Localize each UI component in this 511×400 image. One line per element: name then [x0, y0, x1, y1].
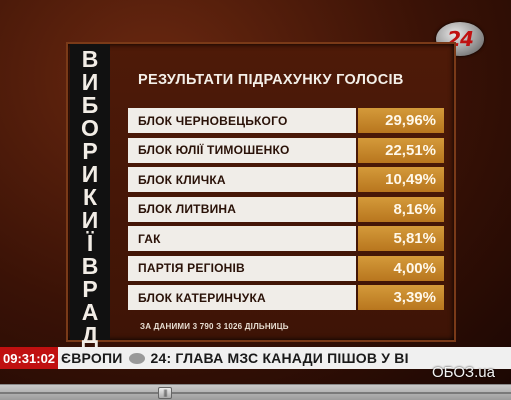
vertical-letter: В	[81, 46, 99, 72]
ticker-text: ЄВРОПИ 24: ГЛАВА МЗС КАНАДИ ПІШОВ У ВІ	[58, 350, 409, 366]
table-row: БЛОК ЧЕРНОВЕЦЬКОГО 29,96%	[128, 108, 444, 133]
video-player-seekbar[interactable]: |||	[0, 384, 511, 400]
ticker-text-before: ЄВРОПИ	[61, 350, 123, 366]
vertical-title: В И Б О Р И К И Ї В Р А Д И	[70, 44, 110, 370]
vertical-letter: И	[81, 207, 99, 233]
party-percent: 10,49%	[358, 167, 444, 192]
results-table: БЛОК ЧЕРНОВЕЦЬКОГО 29,96% БЛОК ЮЛІЇ ТИМО…	[128, 108, 444, 315]
seek-track[interactable]	[0, 392, 511, 394]
table-row: ПАРТІЯ РЕГІОНІВ 4,00%	[128, 255, 444, 281]
vertical-letter: Р	[82, 276, 98, 302]
vertical-letter: Ї	[86, 230, 94, 256]
party-name: ГАК	[128, 226, 356, 251]
vertical-letter: Р	[82, 138, 98, 164]
vertical-letter: А	[81, 299, 99, 325]
results-heading: РЕЗУЛЬТАТИ ПІДРАХУНКУ ГОЛОСІВ	[138, 72, 404, 88]
vertical-letter: В	[81, 253, 99, 279]
results-footnote: ЗА ДАНИМИ 3 790 З 1026 ДІЛЬНИЦЬ	[140, 322, 289, 331]
vertical-letter: Д	[81, 322, 99, 348]
table-row: ГАК 5,81%	[128, 226, 444, 251]
party-name: БЛОК ЧЕРНОВЕЦЬКОГО	[128, 108, 356, 133]
video-frame: 24 В И Б О Р И К И Ї В Р А Д И РЕЗУЛЬТАТ…	[0, 0, 511, 384]
party-name: БЛОК КЛИЧКА	[128, 167, 356, 192]
party-name: БЛОК ЮЛІЇ ТИМОШЕНКО	[128, 137, 356, 163]
party-percent: 3,39%	[358, 285, 444, 310]
ticker-clock: 09:31:02	[0, 347, 59, 369]
news-ticker: 09:31:02 ЄВРОПИ 24: ГЛАВА МЗС КАНАДИ ПІШ…	[0, 347, 511, 369]
party-percent: 22,51%	[358, 137, 444, 163]
channel-mini-logo-icon	[128, 352, 145, 364]
vertical-letter: Б	[81, 92, 99, 118]
party-name: ПАРТІЯ РЕГІОНІВ	[128, 255, 356, 281]
party-percent: 4,00%	[358, 255, 444, 281]
table-row: БЛОК КАТЕРИНЧУКА 3,39%	[128, 285, 444, 310]
seek-handle[interactable]: |||	[158, 387, 172, 399]
party-name: БЛОК КАТЕРИНЧУКА	[128, 285, 356, 310]
table-row: БЛОК ЛИТВИНА 8,16%	[128, 196, 444, 222]
party-name: БЛОК ЛИТВИНА	[128, 196, 356, 222]
site-watermark: ОБОЗ.ua	[432, 364, 495, 381]
party-percent: 29,96%	[358, 108, 444, 133]
party-percent: 5,81%	[358, 226, 444, 251]
table-row: БЛОК КЛИЧКА 10,49%	[128, 167, 444, 192]
vertical-letter: К	[82, 184, 98, 210]
vertical-letter: И	[81, 161, 99, 187]
table-row: БЛОК ЮЛІЇ ТИМОШЕНКО 22,51%	[128, 137, 444, 163]
ticker-text-after: 24: ГЛАВА МЗС КАНАДИ ПІШОВ У ВІ	[150, 350, 409, 366]
vertical-letter: И	[81, 69, 99, 95]
vertical-letter: О	[81, 115, 99, 141]
party-percent: 8,16%	[358, 196, 444, 222]
